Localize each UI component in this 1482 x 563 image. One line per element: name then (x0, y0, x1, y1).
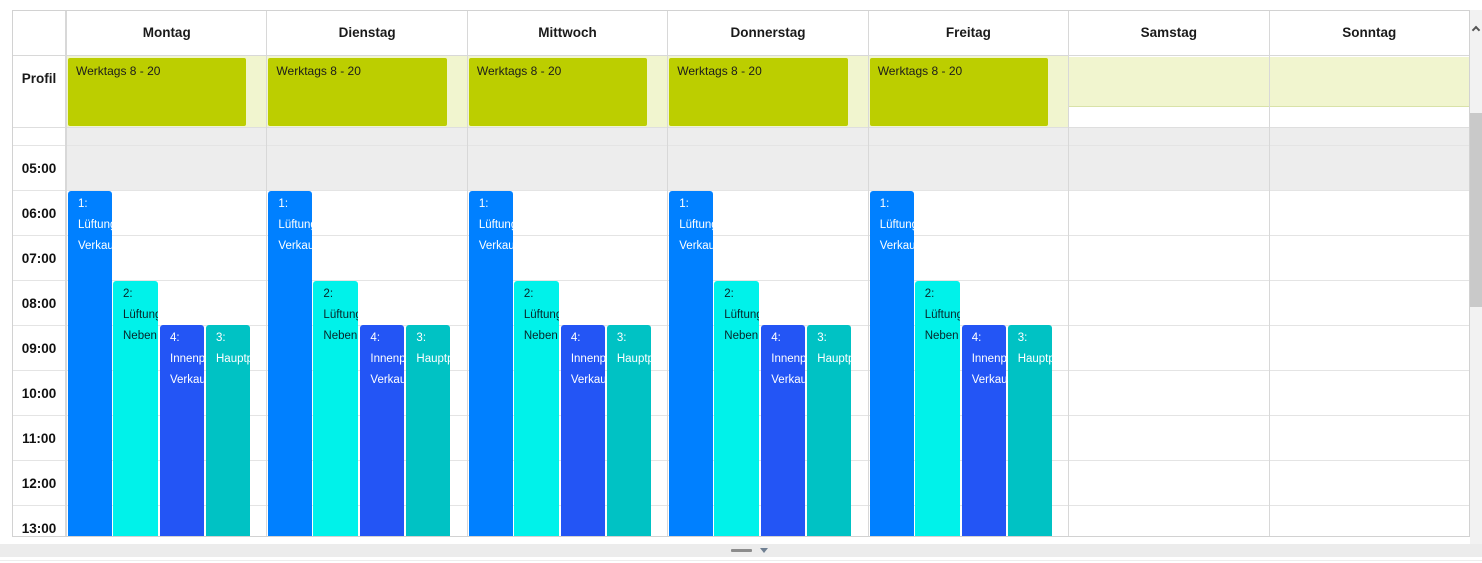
time-label: 08:00 (21, 296, 57, 311)
event-block-4[interactable]: 4: Innenp Verkau (560, 325, 605, 536)
profile-cell-montag[interactable]: Werktags 8 - 20 (67, 56, 267, 128)
inactive-hours-zone (1069, 128, 1269, 191)
time-label: 13:00 (21, 521, 57, 536)
inactive-hours-zone (868, 128, 1069, 191)
profile-empty-block[interactable] (1069, 57, 1269, 107)
time-label: 06:00 (21, 206, 57, 221)
day-column-samstag: Samstag (1068, 11, 1269, 536)
event-block-3[interactable]: 3: Hauptp (406, 325, 451, 536)
time-column: Profil 05:00 06:00 07:00 08:00 09:00 10:00 11:… (13, 11, 66, 536)
event-block-2[interactable]: 2: Lüftung Neben (513, 281, 559, 536)
event-block-1[interactable]: 1: Lüftung Verkau (468, 191, 513, 536)
day-header-donnerstag: Donnerstag (668, 11, 868, 56)
profile-cell-samstag[interactable] (1069, 56, 1269, 128)
profile-block[interactable]: Werktags 8 - 20 (68, 58, 247, 126)
event-block-2[interactable]: 2: Lüftung Neben (113, 281, 158, 536)
day-header-samstag: Samstag (1069, 11, 1269, 56)
day-header-freitag: Freitag (868, 11, 1069, 56)
vertical-scrollbar[interactable] (1470, 10, 1482, 557)
profile-block[interactable]: Werktags 8 - 20 (268, 58, 447, 126)
vertical-scrollbar-thumb[interactable] (1470, 113, 1482, 307)
time-column-header (13, 11, 65, 56)
event-block-3[interactable]: 3: Hauptp (606, 325, 651, 536)
event-block-1[interactable]: 1: Lüftung Verkau (268, 191, 313, 536)
event-block-1[interactable]: 1: Lüftung Verkau (669, 191, 714, 536)
profile-block[interactable]: Werktags 8 - 20 (669, 58, 848, 126)
bottom-splitter-bar[interactable] (0, 544, 1482, 557)
profile-empty-block[interactable] (1269, 57, 1469, 107)
time-label: 09:00 (21, 341, 57, 356)
event-block-4[interactable]: 4: Innenp Verkau (160, 325, 204, 536)
event-block-3[interactable]: 3: Hauptp (1007, 325, 1052, 536)
inactive-hours-zone (1269, 128, 1469, 191)
profile-cell-donnerstag[interactable]: Werktags 8 - 20 (668, 56, 868, 128)
profile-block[interactable]: Werktags 8 - 20 (468, 58, 648, 126)
profile-cell-sonntag[interactable] (1269, 56, 1469, 128)
time-column-grid: 05:00 06:00 07:00 08:00 09:00 10:00 11:00 12:00… (13, 128, 65, 536)
profile-cell-dienstag[interactable]: Werktags 8 - 20 (267, 56, 467, 128)
day-column-sonntag: Sonntag (1268, 11, 1469, 536)
event-block-2[interactable]: 2: Lüftung Neben (714, 281, 760, 536)
event-block-2[interactable]: 2: Lüftung Neben (313, 281, 359, 536)
event-block-4[interactable]: 4: Innenp Verkau (761, 325, 806, 536)
inactive-hours-zone (668, 128, 868, 191)
time-label: 07:00 (21, 251, 57, 266)
time-label: 10:00 (21, 386, 57, 401)
drag-handle-icon[interactable] (731, 549, 752, 552)
collapse-triangle-icon[interactable] (760, 548, 768, 553)
event-block-2[interactable]: 2: Lüftung Neben (914, 281, 960, 536)
profile-block[interactable]: Werktags 8 - 20 (869, 58, 1049, 126)
day-header-dienstag: Dienstag (267, 11, 467, 56)
bottom-divider (0, 560, 1482, 561)
day-header-sonntag: Sonntag (1269, 11, 1469, 56)
day-header-montag: Montag (67, 11, 267, 56)
time-label: 12:00 (21, 476, 57, 491)
day-grid-samstag[interactable] (1069, 128, 1269, 536)
event-block-1[interactable]: 1: Lüftung Verkau (869, 191, 914, 536)
schedule-table: Profil 05:00 06:00 07:00 08:00 09:00 10:00 11:… (12, 10, 1470, 537)
time-label: 11:00 (22, 431, 56, 446)
day-grid-sonntag[interactable] (1269, 128, 1469, 536)
time-label: 05:00 (21, 161, 57, 176)
day-header-mittwoch: Mittwoch (467, 11, 668, 56)
event-block-4[interactable]: 4: Innenp Verkau (360, 325, 405, 536)
inactive-hours-zone (267, 128, 467, 191)
scroll-up-icon[interactable] (1471, 25, 1480, 35)
profile-cell-freitag[interactable]: Werktags 8 - 20 (868, 56, 1069, 128)
event-block-4[interactable]: 4: Innenp Verkau (961, 325, 1006, 536)
event-block-3[interactable]: 3: Hauptp (206, 325, 250, 536)
event-block-3[interactable]: 3: Hauptp (807, 325, 852, 536)
inactive-hours-zone (67, 128, 267, 191)
event-block-1[interactable]: 1: Lüftung Verkau (68, 191, 112, 536)
profile-cell-mittwoch[interactable]: Werktags 8 - 20 (467, 56, 668, 128)
profile-row-label: Profil (13, 56, 65, 128)
inactive-hours-zone (467, 128, 668, 191)
